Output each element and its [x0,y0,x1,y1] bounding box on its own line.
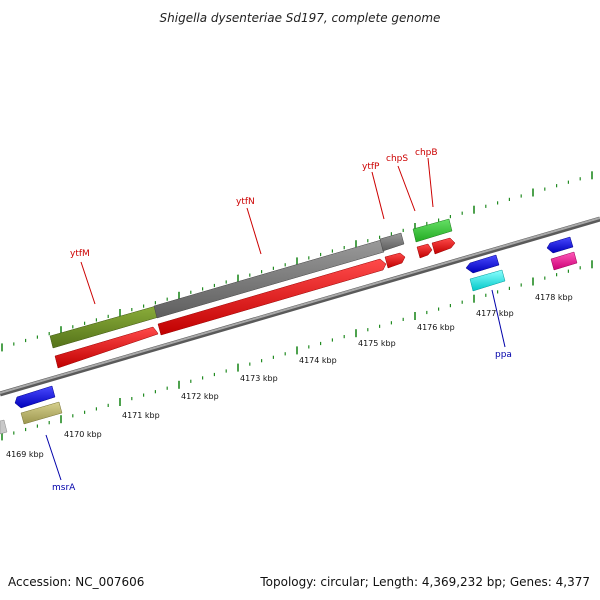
reverse-features [0,236,578,435]
cds-chpB[interactable] [431,237,456,255]
kbp-label: 4171 kbp [122,411,160,420]
kbp-axis-labels: 4169 kbp 4170 kbp 4171 kbp 4172 kbp 4173… [6,293,573,459]
gene-label-ytfP[interactable]: ytfP [362,162,380,172]
cds-ytfM[interactable] [54,326,159,369]
feature-magenta[interactable] [550,251,578,271]
kbp-label: 4172 kbp [181,392,219,401]
cds-ytfN[interactable] [157,258,387,336]
feature-ppa-cyan[interactable] [469,269,506,292]
kbp-label: 4170 kbp [64,430,102,439]
feature-ytfP-gray[interactable] [379,232,405,252]
forward-features [49,218,456,369]
feature-msrA-khaki[interactable] [20,401,63,425]
genome-summary-text: Topology: circular; Length: 4,369,232 bp… [259,575,590,589]
feature-blue-edge[interactable] [0,419,8,435]
feature-chpB-green[interactable] [412,218,453,243]
genome-backbone [0,216,600,397]
gene-label-chpB[interactable]: chpB [415,148,438,158]
gene-label-chpS[interactable]: chpS [386,154,408,164]
gene-label-ytfN[interactable]: ytfN [236,197,255,207]
accession-text: Accession: NC_007606 [8,575,144,589]
gene-label-ppa[interactable]: ppa [495,350,512,360]
gene-label-ytfM[interactable]: ytfM [70,249,90,259]
gene-labels: ytfM ytfN ytfP chpS chpB ppa msrA [52,148,512,493]
map-title: Shigella dysenteriae Sd197, complete gen… [160,11,441,25]
kbp-label: 4174 kbp [299,356,337,365]
kbp-label: 4178 kbp [535,293,573,302]
feature-ytfN-gray[interactable] [153,239,385,319]
kbp-label: 4175 kbp [358,339,396,348]
kbp-label: 4173 kbp [240,374,278,383]
cds-ytfP[interactable] [384,252,406,269]
feature-ppa-blue[interactable] [465,254,500,274]
kbp-label: 4169 kbp [6,450,44,459]
feature-blue-left[interactable] [14,385,56,409]
gene-label-msrA[interactable]: msrA [52,483,76,493]
kbp-label: 4177 kbp [476,309,514,318]
feature-blue-right[interactable] [546,236,574,254]
cds-chpS[interactable] [416,243,433,259]
tick-marks [1,171,593,441]
kbp-label: 4176 kbp [417,323,455,332]
gene-label-lines [45,157,506,481]
